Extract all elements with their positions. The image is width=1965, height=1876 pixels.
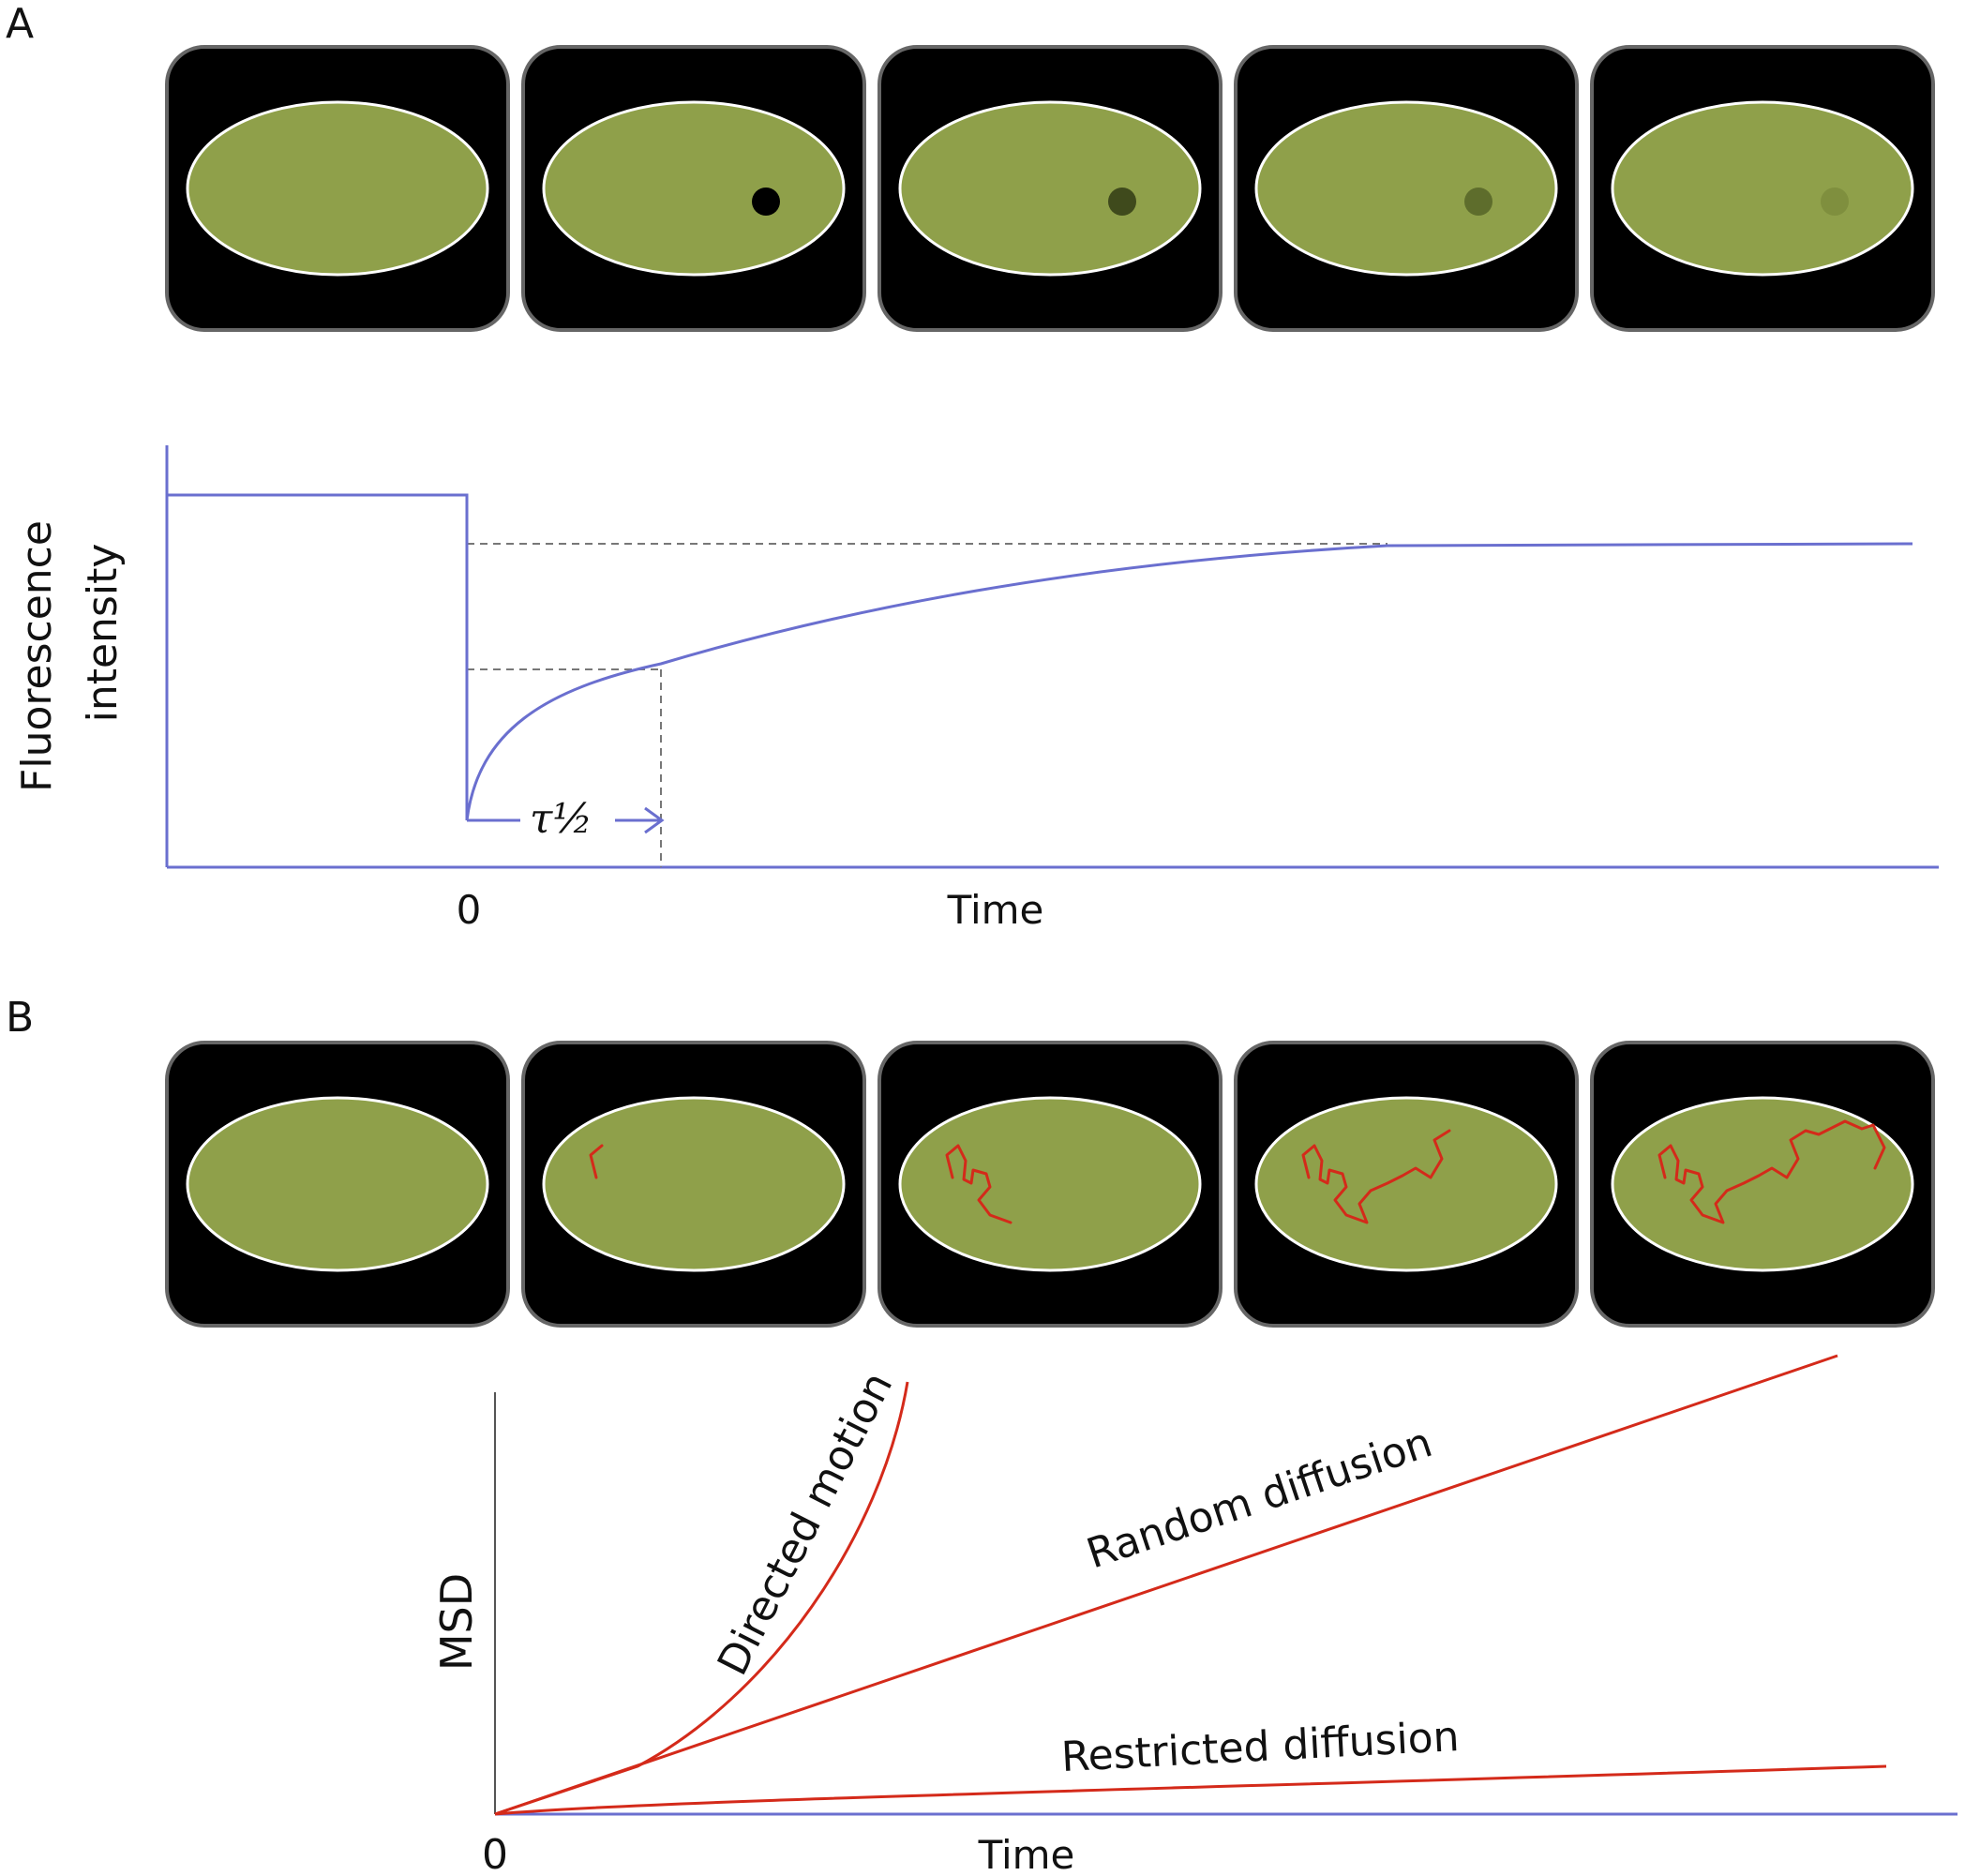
b-frame-2 [521, 1041, 866, 1328]
a-bleach-spot [1821, 188, 1849, 216]
a-y-label-line1: Fluorescence [13, 520, 61, 792]
a-y-label-line2: intensity [79, 544, 127, 723]
b-particle-track [1658, 1119, 1886, 1224]
a-tau-label: τ½ [530, 795, 592, 843]
a-cell [1254, 100, 1558, 277]
a-frame-2 [521, 45, 866, 332]
panel-b-frames [165, 1041, 1935, 1328]
b-curve-restricted-diffusion [494, 1764, 1887, 1816]
b-cell [542, 1096, 846, 1272]
b-curve-random-diffusion [494, 1354, 1838, 1816]
a-cell [542, 100, 846, 277]
b-y-label: MSD [431, 1573, 482, 1671]
b-particle-track [945, 1144, 1012, 1224]
b-frame-1 [165, 1041, 510, 1328]
a-origin-label: 0 [457, 887, 482, 933]
b-label-restricted-diffusion: Restricted diffusion [1060, 1713, 1461, 1781]
b-cell [186, 1096, 489, 1272]
b-x-label: Time [978, 1832, 1075, 1876]
b-frame-4 [1234, 1041, 1579, 1328]
b-cell [1611, 1096, 1914, 1272]
a-frame-1 [165, 45, 510, 332]
a-cell [1611, 100, 1914, 277]
panel-b-label: B [6, 994, 34, 1042]
b-curve-directed-motion [494, 1381, 909, 1816]
b-frame-3 [878, 1041, 1222, 1328]
a-frame-4 [1234, 45, 1579, 332]
b-origin-label: 0 [482, 1831, 508, 1876]
a-cell [186, 100, 489, 277]
panel-a-label: A [6, 0, 34, 48]
b-cell [898, 1096, 1202, 1272]
a-cell [898, 100, 1202, 277]
b-label-directed-motion: Directed motion [709, 1365, 903, 1683]
a-frame-3 [878, 45, 1222, 332]
panel-a-chart: τ½ 0 Time Fluorescence intensity [13, 445, 1939, 933]
a-frame-5 [1590, 45, 1935, 332]
b-frame-5 [1590, 1041, 1935, 1328]
a-bleach-spot [1108, 188, 1136, 216]
b-cell [1254, 1096, 1558, 1272]
panel-b-chart: Directed motion Random diffusion Restric… [431, 1354, 1958, 1876]
b-particle-track [1301, 1129, 1451, 1224]
panel-a-frames [165, 45, 1935, 332]
a-tau-arrow-head [644, 806, 665, 834]
a-bleach-spot [1464, 188, 1492, 216]
a-fluorescence-curve [167, 493, 1913, 821]
a-bleach-spot [752, 188, 780, 216]
b-particle-track [589, 1144, 604, 1179]
a-x-label: Time [947, 887, 1044, 933]
